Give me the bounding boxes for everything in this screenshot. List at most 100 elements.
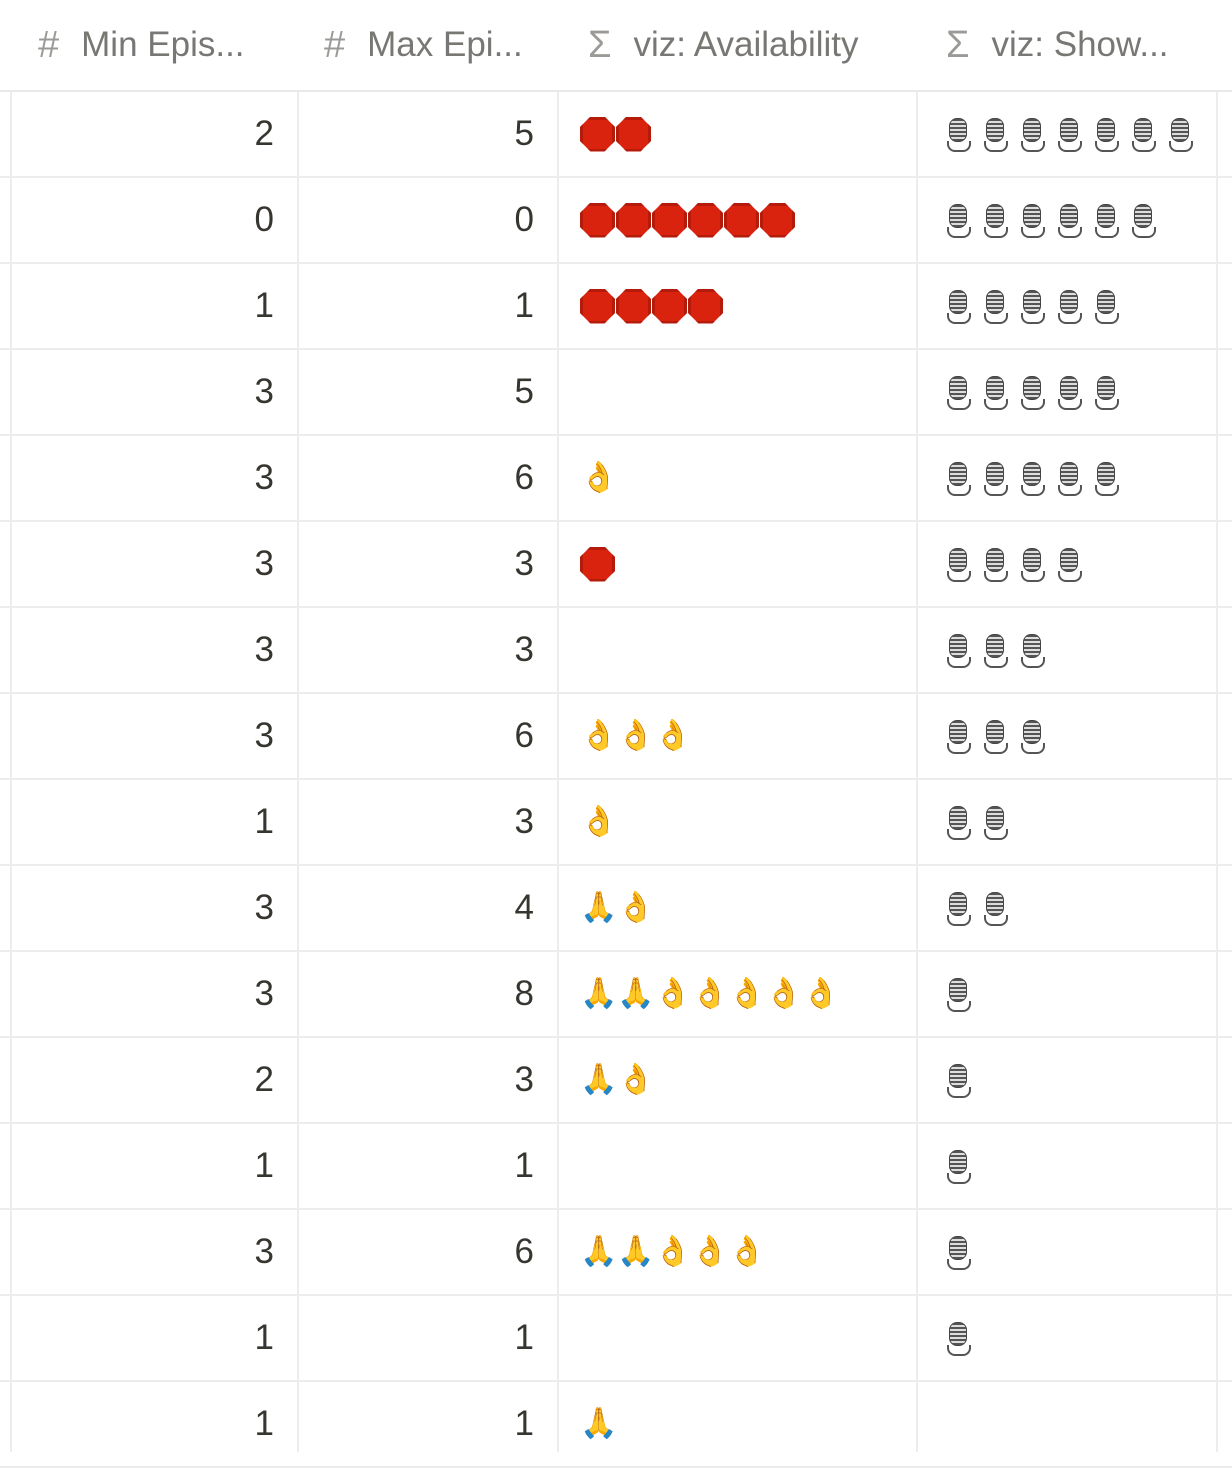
- viz-availability-cell[interactable]: 🙏: [580, 1382, 910, 1466]
- max-episodes-cell[interactable]: 3: [514, 544, 534, 583]
- max-episodes-cell[interactable]: 3: [514, 802, 534, 841]
- folded-hands-icon: 🙏: [580, 1063, 618, 1096]
- stop-sign-icon: [580, 288, 615, 324]
- max-episodes-cell[interactable]: 3: [514, 630, 534, 669]
- viz-availability-cell[interactable]: [580, 264, 910, 348]
- max-episodes-cell[interactable]: 1: [514, 1146, 534, 1185]
- studio-microphone-icon: [980, 890, 1008, 926]
- column-header-min-episodes[interactable]: # Min Epis...: [38, 0, 288, 90]
- min-episodes-cell[interactable]: 3: [254, 458, 274, 497]
- formula-icon: Σ: [946, 23, 970, 66]
- ok-hand-icon: 👌: [654, 1235, 692, 1268]
- viz-availability-cell[interactable]: 🙏 🙏 👌 👌 👌: [580, 1210, 910, 1294]
- viz-availability-cell[interactable]: 👌: [580, 780, 910, 864]
- max-episodes-cell[interactable]: 1: [514, 1318, 534, 1357]
- viz-shows-cell[interactable]: [943, 1382, 1213, 1466]
- viz-availability-cell[interactable]: 👌: [580, 436, 910, 520]
- viz-shows-cell[interactable]: [943, 1296, 1213, 1380]
- min-episodes-cell[interactable]: 0: [254, 200, 274, 239]
- ok-hand-icon: 👌: [654, 977, 692, 1010]
- min-episodes-cell[interactable]: 3: [254, 544, 274, 583]
- viz-shows-cell[interactable]: [943, 92, 1213, 176]
- viz-shows-cell[interactable]: [943, 866, 1213, 950]
- min-episodes-cell[interactable]: 1: [254, 1318, 274, 1357]
- viz-shows-cell[interactable]: [943, 522, 1213, 606]
- max-episodes-cell[interactable]: 6: [514, 716, 534, 755]
- table-row[interactable]: 1 1 🙏: [0, 1382, 1232, 1468]
- min-episodes-cell[interactable]: 1: [254, 1404, 274, 1443]
- min-episodes-cell[interactable]: 3: [254, 372, 274, 411]
- table-row[interactable]: 2 3 🙏 👌: [0, 1038, 1232, 1124]
- viz-availability-cell[interactable]: 🙏 👌: [580, 866, 910, 950]
- max-episodes-cell[interactable]: 4: [514, 888, 534, 927]
- studio-microphone-icon: [943, 116, 971, 152]
- ok-hand-icon: 👌: [654, 719, 692, 752]
- max-episodes-cell[interactable]: 6: [514, 1232, 534, 1271]
- column-header-viz-shows[interactable]: Σ viz: Show...: [946, 0, 1226, 90]
- viz-shows-cell[interactable]: [943, 350, 1213, 434]
- viz-availability-cell[interactable]: [580, 522, 910, 606]
- min-episodes-cell[interactable]: 2: [254, 1060, 274, 1099]
- min-episodes-cell[interactable]: 3: [254, 888, 274, 927]
- table-row[interactable]: 1 3 👌: [0, 780, 1232, 866]
- studio-microphone-icon: [1017, 718, 1045, 754]
- viz-shows-cell[interactable]: [943, 1210, 1213, 1294]
- min-episodes-cell[interactable]: 3: [254, 1232, 274, 1271]
- min-episodes-cell[interactable]: 3: [254, 974, 274, 1013]
- viz-availability-cell[interactable]: [580, 608, 910, 692]
- viz-shows-cell[interactable]: [943, 608, 1213, 692]
- viz-shows-cell[interactable]: [943, 264, 1213, 348]
- viz-availability-cell[interactable]: [580, 1296, 910, 1380]
- column-header-label: Max Epi...: [367, 25, 523, 64]
- viz-availability-cell[interactable]: 👌 👌 👌: [580, 694, 910, 778]
- min-episodes-cell[interactable]: 1: [254, 1146, 274, 1185]
- max-episodes-cell[interactable]: 6: [514, 458, 534, 497]
- table-row[interactable]: 3 4 🙏 👌: [0, 866, 1232, 952]
- table-row[interactable]: 3 6 🙏 🙏 👌 👌 👌: [0, 1210, 1232, 1296]
- max-episodes-cell[interactable]: 3: [514, 1060, 534, 1099]
- min-episodes-cell[interactable]: 3: [254, 716, 274, 755]
- studio-microphone-icon: [1017, 116, 1045, 152]
- viz-availability-cell[interactable]: 🙏 👌: [580, 1038, 910, 1122]
- studio-microphone-icon: [1054, 288, 1082, 324]
- viz-shows-cell[interactable]: [943, 952, 1213, 1036]
- column-header-viz-availability[interactable]: Σ viz: Availability: [588, 0, 918, 90]
- viz-availability-cell[interactable]: [580, 1124, 910, 1208]
- max-episodes-cell[interactable]: 8: [514, 974, 534, 1013]
- viz-availability-cell[interactable]: [580, 350, 910, 434]
- max-episodes-cell[interactable]: 0: [514, 200, 534, 239]
- viz-shows-cell[interactable]: [943, 694, 1213, 778]
- stop-sign-icon: [688, 202, 723, 238]
- max-episodes-cell[interactable]: 1: [514, 1404, 534, 1443]
- viz-availability-cell[interactable]: 🙏 🙏 👌 👌 👌 👌 👌: [580, 952, 910, 1036]
- viz-availability-cell[interactable]: [580, 92, 910, 176]
- min-episodes-cell[interactable]: 3: [254, 630, 274, 669]
- viz-shows-cell[interactable]: [943, 780, 1213, 864]
- table-row[interactable]: 3 6 👌 👌 👌: [0, 694, 1232, 780]
- max-episodes-cell[interactable]: 5: [514, 372, 534, 411]
- viz-shows-cell[interactable]: [943, 1124, 1213, 1208]
- viz-shows-cell[interactable]: [943, 178, 1213, 262]
- column-header-max-episodes[interactable]: # Max Epi...: [324, 0, 564, 90]
- max-episodes-cell[interactable]: 5: [514, 114, 534, 153]
- max-episodes-cell[interactable]: 1: [514, 286, 534, 325]
- table-row[interactable]: 3 8 🙏 🙏 👌 👌 👌 👌 👌: [0, 952, 1232, 1038]
- min-episodes-cell[interactable]: 1: [254, 802, 274, 841]
- ok-hand-icon: 👌: [728, 1235, 766, 1268]
- folded-hands-icon: 🙏: [617, 977, 655, 1010]
- min-episodes-cell[interactable]: 2: [254, 114, 274, 153]
- viz-shows-cell[interactable]: [943, 436, 1213, 520]
- stop-sign-icon: [652, 288, 687, 324]
- table-row[interactable]: 3 6 👌: [0, 436, 1232, 522]
- viz-availability-cell[interactable]: [580, 178, 910, 262]
- min-episodes-cell[interactable]: 1: [254, 286, 274, 325]
- viz-shows-cell[interactable]: [943, 1038, 1213, 1122]
